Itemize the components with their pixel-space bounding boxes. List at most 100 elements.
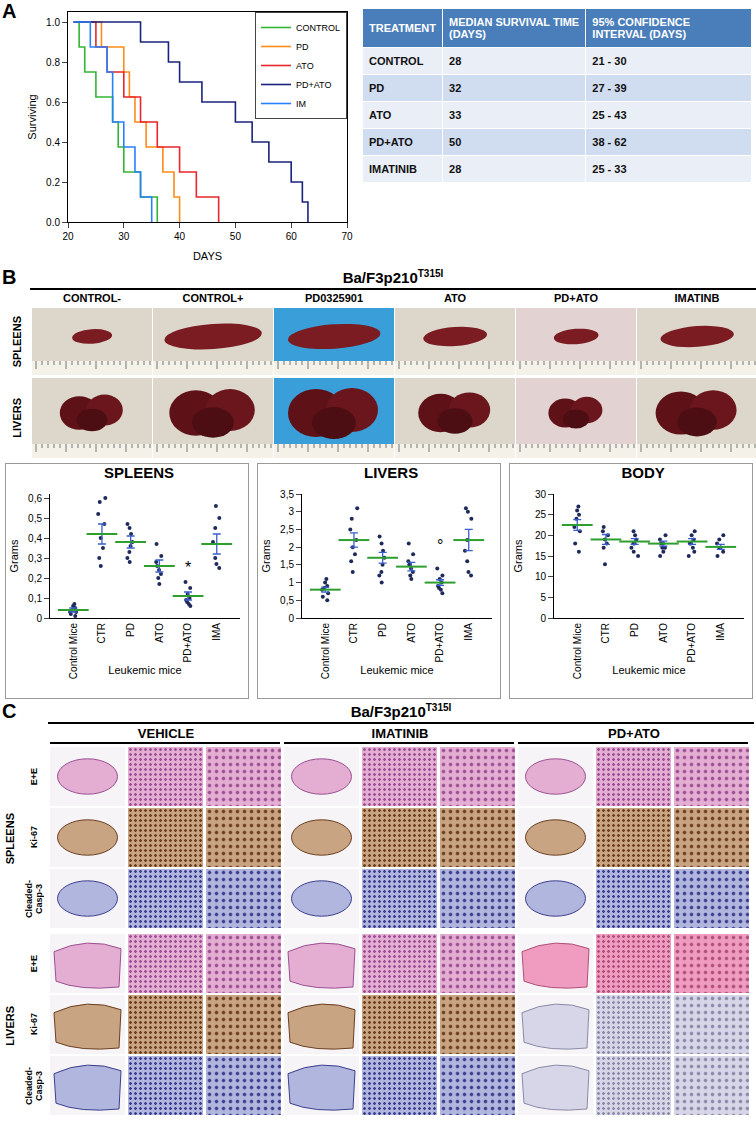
svg-text:25: 25 (535, 509, 547, 520)
html-text:CONTROL+: CONTROL+ (182, 292, 244, 304)
svg-text:LIVERS: LIVERS (364, 464, 418, 481)
svg-text:°: ° (437, 537, 443, 554)
svg-text:ATO: ATO (154, 623, 165, 643)
svg-text:Grams: Grams (260, 539, 272, 573)
svg-text:PD: PD (629, 623, 640, 637)
svg-text:30: 30 (118, 231, 130, 242)
svg-text:0,3: 0,3 (28, 553, 42, 564)
svg-text:DAYS: DAYS (193, 250, 222, 262)
svg-text:IMA: IMA (463, 623, 474, 641)
svg-text:IMA: IMA (715, 623, 726, 641)
svg-text:0,5: 0,5 (280, 595, 294, 606)
svg-text:Control Mice: Control Mice (68, 623, 79, 680)
html-text:50: 50 (449, 136, 462, 148)
svg-text:60: 60 (286, 231, 298, 242)
svg-text:PD+ATO: PD+ATO (296, 80, 331, 90)
html-text:VEHICLE: VEHICLE (137, 726, 195, 741)
svg-text:IMA: IMA (211, 623, 222, 641)
svg-text:PD+ATO: PD+ATO (182, 623, 193, 663)
html-text:CONTROL: CONTROL (369, 55, 424, 67)
svg-text:ATO: ATO (406, 623, 417, 643)
html-text:95% CONFIDENCE INTERVAL (DAYS): 95% CONFIDENCE INTERVAL (DAYS) (592, 16, 691, 40)
svg-text:50: 50 (230, 231, 242, 242)
svg-text:0: 0 (288, 613, 294, 624)
svg-text:40: 40 (174, 231, 186, 242)
svg-text:0.8: 0.8 (46, 57, 60, 68)
svg-text:Leukemic mice: Leukemic mice (108, 664, 181, 676)
svg-text:3,5: 3,5 (280, 489, 294, 500)
html-text:Cleaded-Casp-3: Cleaded-Casp-3 (24, 1066, 44, 1105)
html-text:A: A (2, 0, 17, 22)
svg-text:CTR: CTR (96, 623, 107, 644)
svg-text:0.6: 0.6 (46, 97, 60, 108)
html-text:32: 32 (449, 82, 462, 94)
svg-text:CTR: CTR (600, 623, 611, 644)
svg-text:ATO: ATO (658, 623, 669, 643)
svg-text:Leukemic mice: Leukemic mice (612, 664, 685, 676)
svg-text:30: 30 (535, 489, 547, 500)
svg-text:20: 20 (535, 530, 547, 541)
svg-text:2,5: 2,5 (280, 524, 294, 535)
svg-text:0.0: 0.0 (46, 217, 60, 228)
svg-text:3: 3 (288, 506, 294, 517)
svg-text:0,6: 0,6 (28, 493, 42, 504)
html-text:28: 28 (449, 163, 462, 175)
html-text:CONTROL-: CONTROL- (63, 292, 121, 304)
html-text:B: B (2, 266, 17, 288)
html-text:TREATMENT: TREATMENT (369, 22, 436, 34)
html-text:38 - 62: 38 - 62 (592, 136, 627, 148)
html-text:IMATINIB: IMATINIB (371, 726, 429, 741)
html-text:C: C (2, 700, 17, 722)
svg-text:0: 0 (540, 613, 546, 624)
html-text:33: 33 (449, 109, 462, 121)
html-text:25 - 43: 25 - 43 (592, 109, 627, 121)
svg-text:10: 10 (535, 571, 547, 582)
svg-text:0.2: 0.2 (46, 177, 60, 188)
svg-text:0.4: 0.4 (46, 137, 60, 148)
svg-text:PD+ATO: PD+ATO (434, 623, 445, 663)
html-text:27 - 39: 27 - 39 (592, 82, 627, 94)
svg-text:PD+ATO: PD+ATO (686, 623, 697, 663)
html-text:PD+ATO: PD+ATO (369, 136, 413, 148)
svg-text:0,1: 0,1 (28, 593, 42, 604)
svg-text:0,2: 0,2 (28, 573, 42, 584)
svg-text:Control Mice: Control Mice (572, 623, 583, 680)
svg-text:15: 15 (535, 551, 547, 562)
svg-text:*: * (185, 559, 191, 576)
svg-text:ATO: ATO (296, 61, 314, 71)
html-text:ATO: ATO (369, 109, 392, 121)
html-text:MEDIAN SURVIVAL TIME (DAYS): MEDIAN SURVIVAL TIME (DAYS) (449, 16, 580, 40)
svg-text:Grams: Grams (8, 539, 20, 573)
html-text:25 - 33: 25 - 33 (592, 163, 627, 175)
svg-text:Control Mice: Control Mice (320, 623, 331, 680)
svg-text:0: 0 (36, 613, 42, 624)
svg-text:Surviving: Surviving (26, 94, 38, 139)
svg-text:PD: PD (296, 42, 309, 52)
html-text:Cleaded-Casp-3: Cleaded-Casp-3 (24, 879, 44, 918)
svg-text:0,5: 0,5 (28, 513, 42, 524)
html-text:PD+ATO: PD+ATO (608, 726, 660, 741)
svg-text:1.0: 1.0 (46, 17, 60, 28)
html-text:Ba/F3p210T315I: Ba/F3p210T315I (342, 268, 444, 286)
svg-text:20: 20 (62, 231, 74, 242)
svg-text:PD: PD (125, 623, 136, 637)
html-text:PD: PD (369, 82, 385, 94)
svg-text:0,4: 0,4 (28, 533, 42, 544)
svg-text:PD: PD (377, 623, 388, 637)
svg-text:1: 1 (288, 577, 294, 588)
svg-text:1,5: 1,5 (280, 559, 294, 570)
svg-text:SPLEENS: SPLEENS (104, 464, 174, 481)
svg-text:IM: IM (296, 99, 306, 109)
html-text:21 - 30: 21 - 30 (592, 55, 627, 67)
html-text:28: 28 (449, 55, 462, 67)
svg-text:70: 70 (341, 231, 353, 242)
svg-text:CTR: CTR (348, 623, 359, 644)
svg-text:CONTROL: CONTROL (296, 23, 340, 33)
svg-text:Grams: Grams (512, 539, 524, 573)
html-text:IMATINIB: IMATINIB (369, 163, 418, 175)
svg-text:BODY: BODY (621, 464, 664, 481)
html-text:Ba/F3p210T315I: Ba/F3p210T315I (350, 702, 452, 720)
svg-text:5: 5 (540, 592, 546, 603)
svg-text:2: 2 (288, 542, 294, 553)
svg-text:Leukemic mice: Leukemic mice (360, 664, 433, 676)
